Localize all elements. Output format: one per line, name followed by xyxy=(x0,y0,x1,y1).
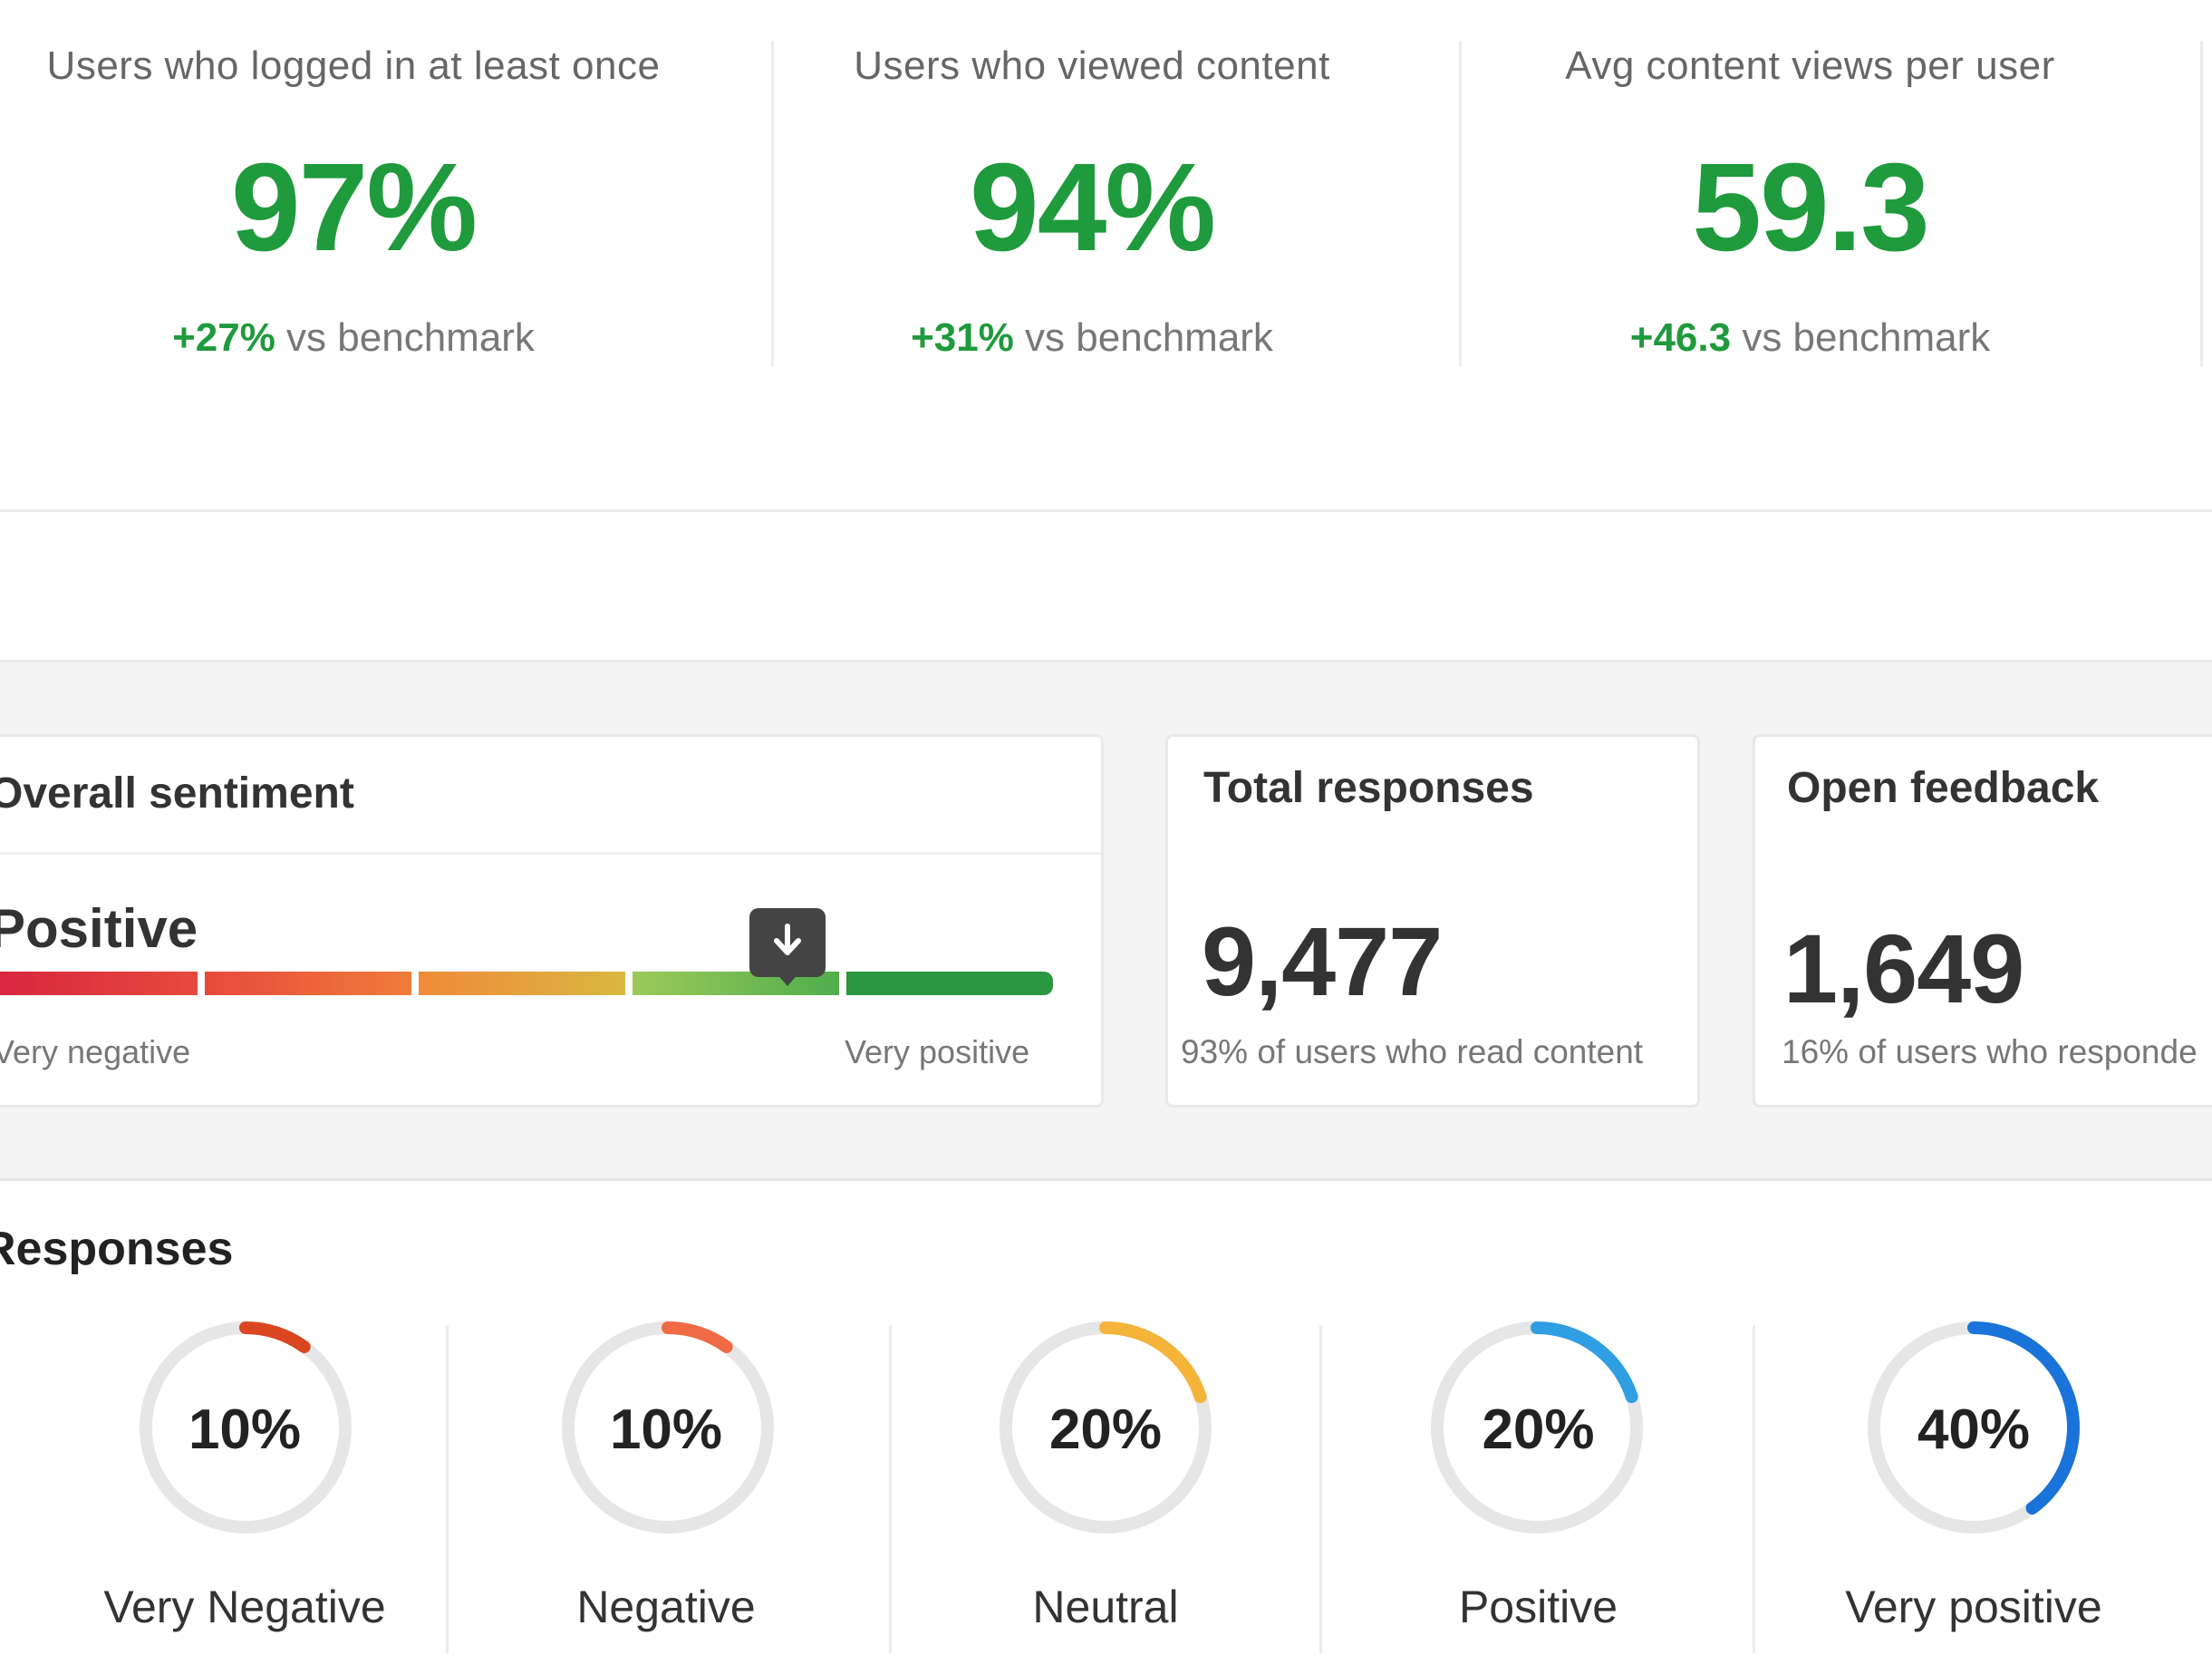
total-responses-value: 9,477 xyxy=(1202,906,1443,1016)
donut-percent: 40% xyxy=(1917,1398,2031,1461)
kpi-delta: +46.3 vs benchmark xyxy=(1463,315,2157,361)
kpi-divider xyxy=(771,41,774,367)
donut-negative: 10% Negative xyxy=(449,1314,884,1663)
responses-divider xyxy=(1753,1325,1755,1653)
donut-chart xyxy=(1000,1321,1212,1534)
sentiment-marker xyxy=(749,908,826,986)
donut-arc xyxy=(1868,1321,2080,1534)
scale-segment-very-positive xyxy=(846,972,1053,995)
kpi-label: Users who viewed content xyxy=(854,44,1330,88)
donut-label: Positive xyxy=(1458,1582,1618,1632)
kpi-logged-in: Users who logged in at least once 97% +2… xyxy=(0,0,707,381)
kpi-delta: +27% vs benchmark xyxy=(0,315,707,361)
donut-very-positive: 40% Very positive xyxy=(1756,1314,2191,1663)
donut-percent: 20% xyxy=(1482,1398,1595,1461)
scale-segment-neutral xyxy=(419,972,625,995)
kpi-strip: Users who logged in at least once 97% +2… xyxy=(0,0,2212,509)
donut-arc xyxy=(1431,1321,1643,1534)
scale-segment-negative xyxy=(205,972,411,995)
donut-label: Very Negative xyxy=(103,1582,386,1632)
card-divider xyxy=(0,852,1101,855)
kpi-delta: +31% vs benchmark xyxy=(775,315,1409,361)
donut-arc xyxy=(140,1321,352,1534)
kpi-value: 59.3 xyxy=(1692,138,1930,277)
donut-chart xyxy=(562,1321,774,1534)
donut-arc xyxy=(562,1321,774,1534)
scale-min-label: Very negative xyxy=(0,1033,191,1070)
donut-label: Very positive xyxy=(1845,1582,2102,1632)
kpi-delta-suffix: vs benchmark xyxy=(1013,315,1273,360)
total-responses-card xyxy=(1165,734,1700,1108)
donut-percent: 10% xyxy=(188,1398,302,1461)
donut-very-negative: 10% Very Negative xyxy=(0,1314,489,1663)
responses-divider xyxy=(1319,1325,1322,1653)
kpi-value: 97% xyxy=(230,138,478,277)
donut-chart xyxy=(1868,1321,2080,1534)
donut-label: Negative xyxy=(576,1582,756,1632)
kpi-value: 94% xyxy=(969,138,1216,277)
donut-percent: 10% xyxy=(609,1398,723,1461)
kpi-label: Avg content views per user xyxy=(1565,44,2055,88)
open-feedback-sub: 16% of users who responde xyxy=(1782,1033,2198,1070)
donut-neutral: 20% Neutral xyxy=(893,1314,1319,1663)
sentiment-value: Positive xyxy=(0,898,198,959)
total-responses-sub: 93% of users who read content xyxy=(1181,1033,1644,1070)
open-feedback-card xyxy=(1753,734,2212,1108)
donut-percent: 20% xyxy=(1048,1398,1163,1461)
kpi-label: Users who logged in at least once xyxy=(46,44,661,88)
kpi-delta-value: +31% xyxy=(911,315,1014,360)
section-divider xyxy=(0,509,2212,512)
open-feedback-title: Open feedback xyxy=(1787,764,2100,812)
kpi-delta-value: +46.3 xyxy=(1629,315,1732,360)
kpi-viewed-content: Users who viewed content 94% +31% vs ben… xyxy=(775,0,1409,381)
responses-divider xyxy=(446,1325,449,1653)
donut-label: Neutral xyxy=(1032,1582,1179,1632)
donut-chart xyxy=(1431,1321,1643,1534)
kpi-avg-views: Avg content views per user 59.3 +46.3 vs… xyxy=(1463,0,2157,381)
kpi-delta-suffix: vs benchmark xyxy=(1731,315,1991,360)
sentiment-title: Overall sentiment xyxy=(0,769,354,818)
kpi-divider xyxy=(1459,41,1462,367)
donut-arc xyxy=(1000,1321,1212,1534)
arrow-down-icon xyxy=(774,924,801,955)
kpi-delta-value: +27% xyxy=(172,315,275,360)
kpi-divider xyxy=(2200,41,2203,367)
scale-max-label: Very positive xyxy=(845,1033,1030,1070)
sentiment-card xyxy=(0,734,1104,1108)
open-feedback-value: 1,649 xyxy=(1783,914,2024,1023)
responses-title: Responses xyxy=(0,1223,234,1275)
donut-chart xyxy=(140,1321,352,1534)
donut-positive: 20% Positive xyxy=(1323,1314,1753,1663)
scale-segment-very-negative xyxy=(0,972,198,995)
total-responses-title: Total responses xyxy=(1203,764,1534,812)
kpi-delta-suffix: vs benchmark xyxy=(275,315,535,360)
responses-divider xyxy=(889,1325,892,1653)
